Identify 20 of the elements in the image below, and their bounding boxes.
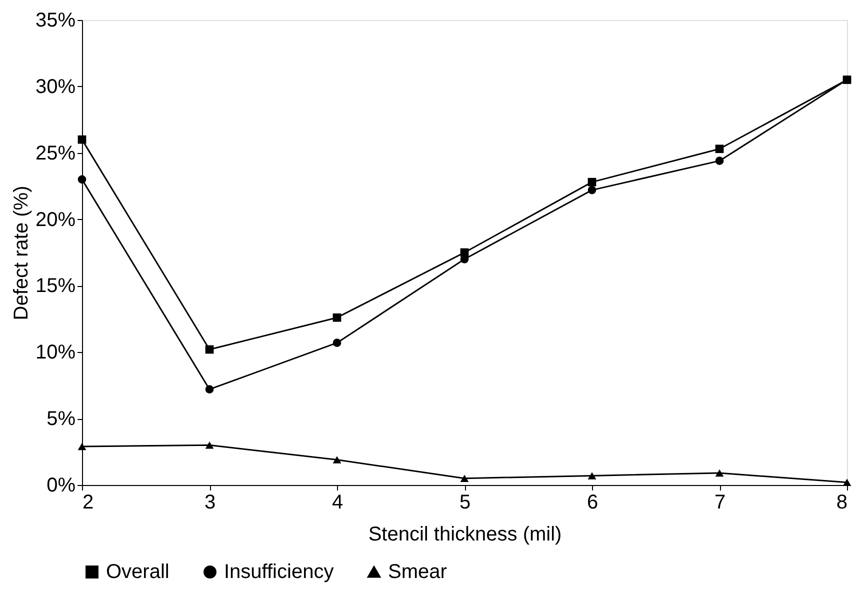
x-tick-label: 5	[459, 492, 471, 514]
y-tick-label: 10%	[35, 342, 76, 364]
x-tick-label: 6	[586, 492, 598, 514]
legend-label: Insufficiency	[224, 561, 334, 583]
x-tick-label: 7	[714, 492, 726, 514]
y-tick-label: 15%	[35, 275, 76, 298]
y-axis-title: Defect rate (%)	[10, 186, 32, 320]
x-tick-label: 8	[836, 492, 848, 514]
legend-label: Smear	[388, 561, 448, 583]
x-tick-label: 3	[204, 492, 216, 514]
y-tick-label: 30%	[35, 76, 76, 98]
y-tick-label: 20%	[35, 208, 76, 231]
y-tick-label: 25%	[35, 142, 76, 164]
y-tick-label: 0%	[46, 474, 76, 496]
x-tick-label: 4	[332, 492, 344, 514]
y-tick-label: 5%	[46, 408, 76, 430]
x-axis-title: Stencil thickness (mil)	[368, 524, 562, 546]
y-tick-label: 35%	[35, 10, 76, 32]
legend-label: Overall	[106, 561, 170, 583]
x-tick-label: 2	[82, 492, 94, 514]
